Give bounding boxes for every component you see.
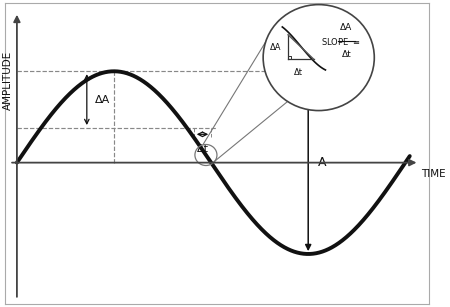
Text: ΔA: ΔA (340, 23, 353, 32)
Text: A: A (318, 156, 326, 169)
Text: ΔA: ΔA (94, 95, 110, 105)
Text: SLOPE $\equiv$: SLOPE $\equiv$ (321, 36, 360, 47)
Text: Δt: Δt (342, 50, 351, 59)
Circle shape (263, 5, 374, 111)
Text: Δt: Δt (197, 144, 208, 154)
Text: TIME: TIME (421, 169, 446, 179)
Text: Δt: Δt (293, 68, 302, 77)
Text: AMPLITUDE: AMPLITUDE (3, 51, 14, 110)
Text: ΔA: ΔA (270, 43, 281, 52)
